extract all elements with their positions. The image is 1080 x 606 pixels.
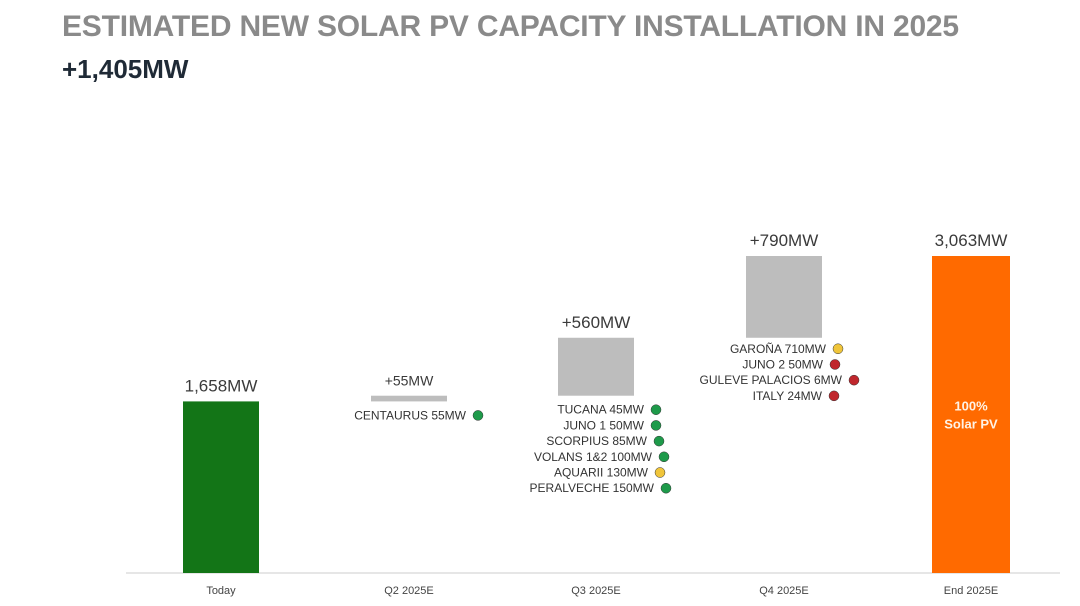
project-label: SCORPIUS 85MW <box>546 434 647 448</box>
chart-title: ESTIMATED NEW SOLAR PV CAPACITY INSTALLA… <box>62 10 959 43</box>
value-label: +560MW <box>562 313 631 332</box>
project-label: CENTAURUS 55MW <box>354 408 466 422</box>
project-label: GAROÑA 710MW <box>730 342 827 356</box>
status-dot-red <box>828 390 840 402</box>
status-dot-green <box>472 410 484 421</box>
chart-subtitle: +1,405MW <box>62 54 189 84</box>
status-dot-yellow <box>832 343 844 355</box>
status-dot-red <box>848 374 860 386</box>
status-dot-green <box>653 435 665 447</box>
category-label: End 2025E <box>944 585 998 597</box>
project-label: JUNO 2 50MW <box>742 357 823 371</box>
bar-q3-2025e <box>558 337 634 396</box>
end-bar-label: Solar PV <box>944 417 998 432</box>
bar-today <box>183 401 259 573</box>
bar-end-2025e <box>932 256 1010 573</box>
status-dot-red <box>829 359 841 370</box>
value-label: 3,063MW <box>935 231 1008 250</box>
bar-q2-2025e <box>371 395 447 402</box>
project-label: GULEVE PALACIOS 6MW <box>700 373 843 387</box>
end-bar-label: 100% <box>954 399 988 414</box>
project-label: AQUARII 130MW <box>554 466 649 480</box>
category-label: Today <box>206 585 236 597</box>
value-label: +790MW <box>750 231 819 250</box>
project-label: PERALVECHE 150MW <box>530 481 655 495</box>
category-label: Q3 2025E <box>571 585 621 597</box>
bar-q4-2025e <box>746 256 822 338</box>
value-label: 1,658MW <box>185 376 258 395</box>
project-label: VOLANS 1&2 100MW <box>534 450 653 464</box>
status-dot-green <box>660 482 672 494</box>
category-label: Q4 2025E <box>759 585 809 597</box>
status-dot-green <box>658 451 670 463</box>
project-label: TUCANA 45MW <box>557 403 644 417</box>
project-label: JUNO 1 50MW <box>563 418 644 432</box>
value-label: +55MW <box>385 373 434 389</box>
status-dot-green <box>650 404 662 415</box>
category-label: Q2 2025E <box>384 585 434 597</box>
status-dot-yellow <box>654 467 666 478</box>
project-label: ITALY 24MW <box>753 389 823 403</box>
status-dot-green <box>650 420 662 431</box>
